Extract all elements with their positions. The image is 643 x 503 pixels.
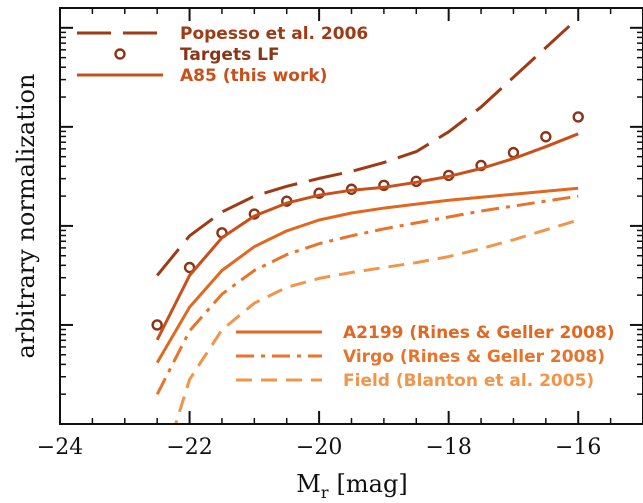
legend-top-entry-label: Targets LF — [180, 45, 280, 65]
y-axis-ticks — [60, 26, 643, 425]
x-tick-label: −24 — [37, 435, 83, 460]
legend-top-entry-sample-circle — [114, 48, 126, 60]
series-line-1 — [156, 16, 580, 277]
x-axis-label: Mr [mag] — [296, 470, 407, 499]
targets-lf-point — [572, 111, 584, 123]
x-tick-label: −20 — [296, 435, 342, 460]
legend-bottom-right: A2199 (Rines & Geller 2008) Virgo (Rines … — [236, 323, 615, 391]
targets-lf-point — [540, 131, 552, 143]
targets-lf-point — [183, 261, 196, 274]
x-tick-label: −18 — [425, 435, 471, 460]
x-axis-label-main: M — [296, 470, 321, 498]
x-tick-label: −16 — [555, 435, 601, 460]
series-line-6 — [174, 218, 579, 424]
x-axis-label-unit: [mag] — [337, 470, 408, 498]
series-layer — [151, 16, 584, 424]
series-line-5 — [155, 194, 579, 395]
x-tick-label: −22 — [166, 435, 212, 460]
legend-bottom-entry-label: A2199 (Rines & Geller 2008) — [343, 323, 615, 343]
series-line-3 — [155, 132, 579, 341]
legend-bottom-entry-label: Virgo (Rines & Geller 2008) — [343, 347, 605, 367]
legend-bottom-entry-label: Field (Blanton et al. 2005) — [343, 371, 594, 391]
x-axis-label-subscript: r — [321, 483, 329, 499]
legend-top-entry-label: Popesso et al. 2006 — [180, 24, 368, 44]
targets-lf-point — [151, 319, 163, 331]
series-line-4 — [155, 186, 579, 364]
y-axis-label: arbitrary normalization — [12, 74, 40, 359]
x-axis-ticks: −24 −22 −20 −18 −16 — [37, 8, 643, 460]
series-targets-lf-points — [151, 111, 584, 331]
targets-lf-point — [507, 146, 520, 159]
legend-top-entry-label: A85 (this work) — [180, 66, 327, 86]
